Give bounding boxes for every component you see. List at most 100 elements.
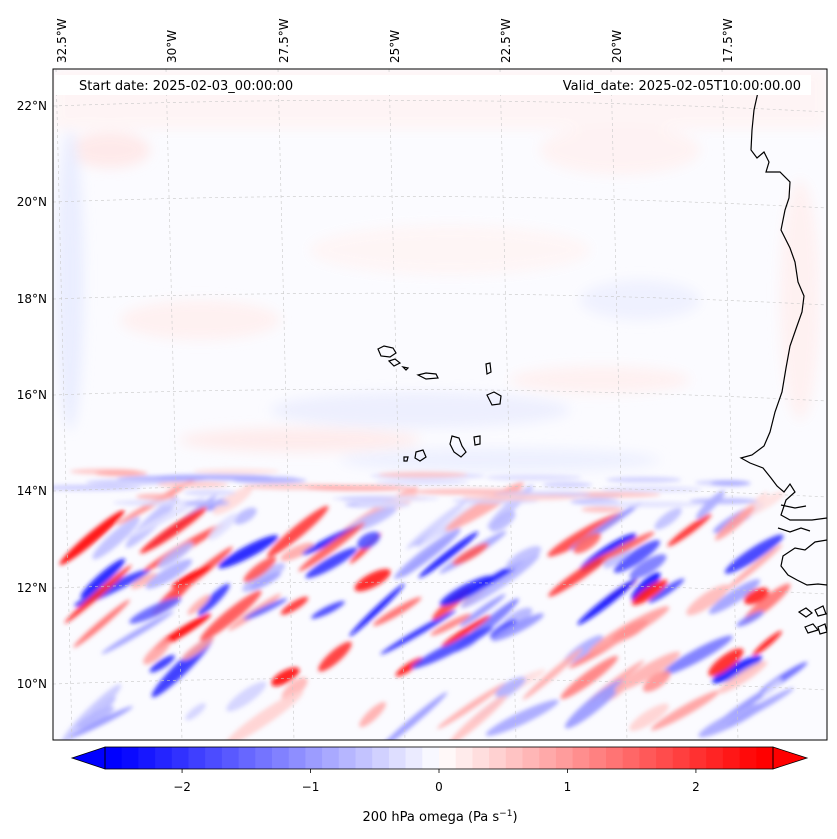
omega-band xyxy=(357,531,381,549)
cape-verde-santiago xyxy=(449,435,467,458)
colorbar-extend-low xyxy=(70,746,106,770)
colorbar-extend-high xyxy=(772,746,809,770)
colorbar-swatch xyxy=(472,747,490,769)
lat-label: 22°N xyxy=(17,99,47,113)
cape-verde-santo-antao xyxy=(377,345,397,358)
omega-band xyxy=(648,578,685,604)
omega-band xyxy=(522,648,583,700)
omega-band xyxy=(157,542,194,569)
omega-band xyxy=(600,486,703,493)
omega-band xyxy=(724,534,784,574)
omega-band xyxy=(113,499,203,506)
colorbar-swatch xyxy=(722,747,741,769)
parallel-line xyxy=(53,581,827,595)
omega-band xyxy=(130,572,158,589)
cape-verde-fogo xyxy=(414,449,427,462)
omega-band xyxy=(717,660,768,694)
omega-band xyxy=(437,682,507,730)
omega-band xyxy=(439,575,494,606)
omega-band xyxy=(61,684,122,740)
lat-label: 16°N xyxy=(17,388,47,402)
omega-band xyxy=(233,507,257,525)
colorbar: −2 −1 0 1 2 200 hPa omega (Pa s−1) xyxy=(70,746,809,825)
omega-band xyxy=(452,543,489,566)
omega-band xyxy=(69,706,133,739)
omega-band xyxy=(430,613,472,636)
header-bar xyxy=(55,75,811,95)
colorbar-swatch xyxy=(138,747,156,769)
omega-band xyxy=(712,655,763,684)
latitude-labels: 22°N 20°N 18°N 16°N 14°N 12°N 10°N xyxy=(17,99,47,691)
omega-band xyxy=(661,635,733,676)
colorbar-tick-label: 1 xyxy=(564,780,572,794)
valid-date-label: Valid_date: 2025-02-05T10:00:00.00 xyxy=(563,79,801,94)
omega-band xyxy=(249,571,282,591)
colorbar-swatch xyxy=(171,747,190,769)
omega-band xyxy=(629,554,667,579)
omega-band xyxy=(506,546,542,570)
omega-band xyxy=(280,542,314,562)
omega-band xyxy=(183,489,236,496)
omega-band xyxy=(689,498,758,505)
colorbar-title-close: ) xyxy=(512,810,517,825)
omega-band xyxy=(631,579,668,606)
omega-band xyxy=(650,690,720,731)
omega-band xyxy=(354,568,391,592)
lon-label: 30°W xyxy=(165,30,179,63)
colorbar-swatch xyxy=(105,747,123,769)
omega-band xyxy=(708,648,744,677)
colorbar-swatches xyxy=(105,747,774,769)
omega-band xyxy=(212,486,253,515)
colorbar-swatch xyxy=(622,747,640,769)
omega-band xyxy=(495,676,526,697)
omega-band xyxy=(208,513,238,540)
colorbar-swatch xyxy=(121,747,139,769)
omega-band xyxy=(359,701,386,728)
omega-band xyxy=(585,501,705,508)
colorbar-swatch xyxy=(505,747,524,769)
colorbar-swatch xyxy=(756,747,774,769)
coastlines xyxy=(377,91,827,635)
omega-band xyxy=(629,703,669,731)
omega-band xyxy=(459,593,506,627)
omega-band xyxy=(157,481,229,488)
omega-band xyxy=(441,615,491,647)
omega-band xyxy=(581,506,624,513)
omega-band xyxy=(76,706,115,729)
omega-band xyxy=(311,600,345,619)
omega-band xyxy=(171,565,212,588)
colorbar-swatch xyxy=(188,747,206,769)
parallel-line xyxy=(53,195,827,209)
omega-band xyxy=(305,547,358,579)
omega-band xyxy=(233,477,307,484)
lon-label: 27.5°W xyxy=(277,18,291,63)
omega-band xyxy=(184,500,230,507)
meridian-line xyxy=(499,69,517,740)
cape-verde-sao-vicente xyxy=(387,358,402,367)
colorbar-swatch xyxy=(656,747,674,769)
colorbar-swatch xyxy=(555,747,574,769)
colorbar-swatch xyxy=(689,747,707,769)
cape-verde-santa-luzia xyxy=(401,366,410,371)
colorbar-tick-label: 0 xyxy=(435,780,443,794)
omega-band xyxy=(298,522,365,572)
omega-band xyxy=(418,531,479,578)
colorbar-swatch xyxy=(272,747,290,769)
colorbar-swatch xyxy=(455,747,473,769)
parallel-line xyxy=(53,99,827,113)
cape-verde-sao-nicolau xyxy=(416,372,439,380)
omega-band xyxy=(280,596,309,615)
colorbar-swatch xyxy=(405,747,423,769)
omega-band xyxy=(128,496,206,538)
omega-band xyxy=(226,681,267,712)
colorbar-swatch xyxy=(639,747,657,769)
bissagos-islands xyxy=(797,605,827,635)
omega-band xyxy=(577,578,638,625)
omega-band xyxy=(181,636,214,661)
strong-omega-bands xyxy=(53,468,808,740)
colorbar-swatch xyxy=(422,747,440,769)
omega-band xyxy=(197,583,230,616)
omega-band xyxy=(271,667,300,687)
colorbar-swatch xyxy=(238,747,256,769)
